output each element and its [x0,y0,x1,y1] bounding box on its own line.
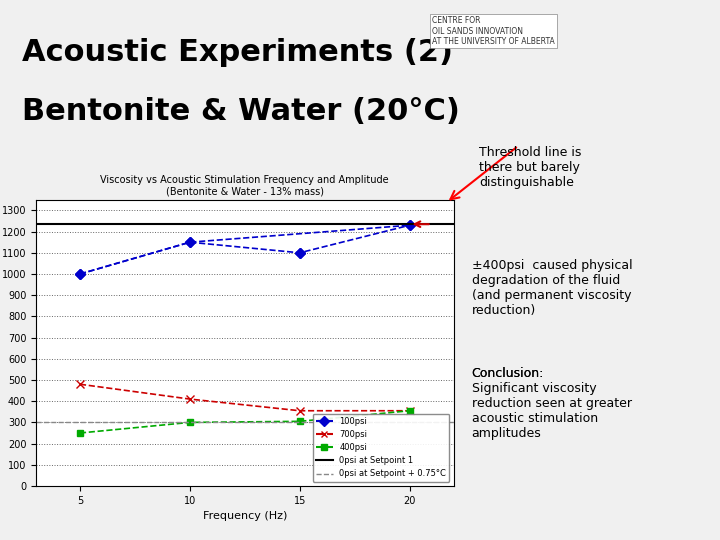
Title: Viscosity vs Acoustic Stimulation Frequency and Amplitude
(Bentonite & Water - 1: Viscosity vs Acoustic Stimulation Freque… [101,174,389,196]
700psi [76,381,84,388]
Text: Bentonite & Water (20°C): Bentonite & Water (20°C) [22,97,459,126]
400psi [186,419,194,426]
700psi [405,408,414,414]
400psi [76,430,84,436]
Text: ±400psi  caused physical
degradation of the fluid
(and permanent viscosity
reduc: ±400psi caused physical degradation of t… [472,259,632,317]
Line: 400psi: 400psi [76,407,413,436]
400psi [295,418,304,424]
Text: CENTRE FOR
OIL SANDS INNOVATION
AT THE UNIVERSITY OF ALBERTA: CENTRE FOR OIL SANDS INNOVATION AT THE U… [432,16,554,46]
Text: Conclusion:
Significant viscosity
reduction seen at greater
acoustic stimulation: Conclusion: Significant viscosity reduct… [472,367,631,440]
100psi [186,239,194,246]
100psi [76,271,84,277]
X-axis label: Frequency (Hz): Frequency (Hz) [202,511,287,521]
700psi [295,408,304,414]
Legend: 100psi, 700psi, 400psi, 0psi at Setpoint 1, 0psi at Setpoint + 0.75°C: 100psi, 700psi, 400psi, 0psi at Setpoint… [312,414,449,482]
400psi [405,408,414,414]
Line: 700psi: 700psi [76,380,414,415]
Text: Acoustic Experiments (2): Acoustic Experiments (2) [22,38,453,67]
Text: Threshold line is
there but barely
distinguishable: Threshold line is there but barely disti… [479,146,581,189]
Text: Conclusion:: Conclusion: [472,367,544,380]
700psi [186,396,194,402]
100psi [405,222,414,228]
Line: 100psi: 100psi [76,222,413,278]
